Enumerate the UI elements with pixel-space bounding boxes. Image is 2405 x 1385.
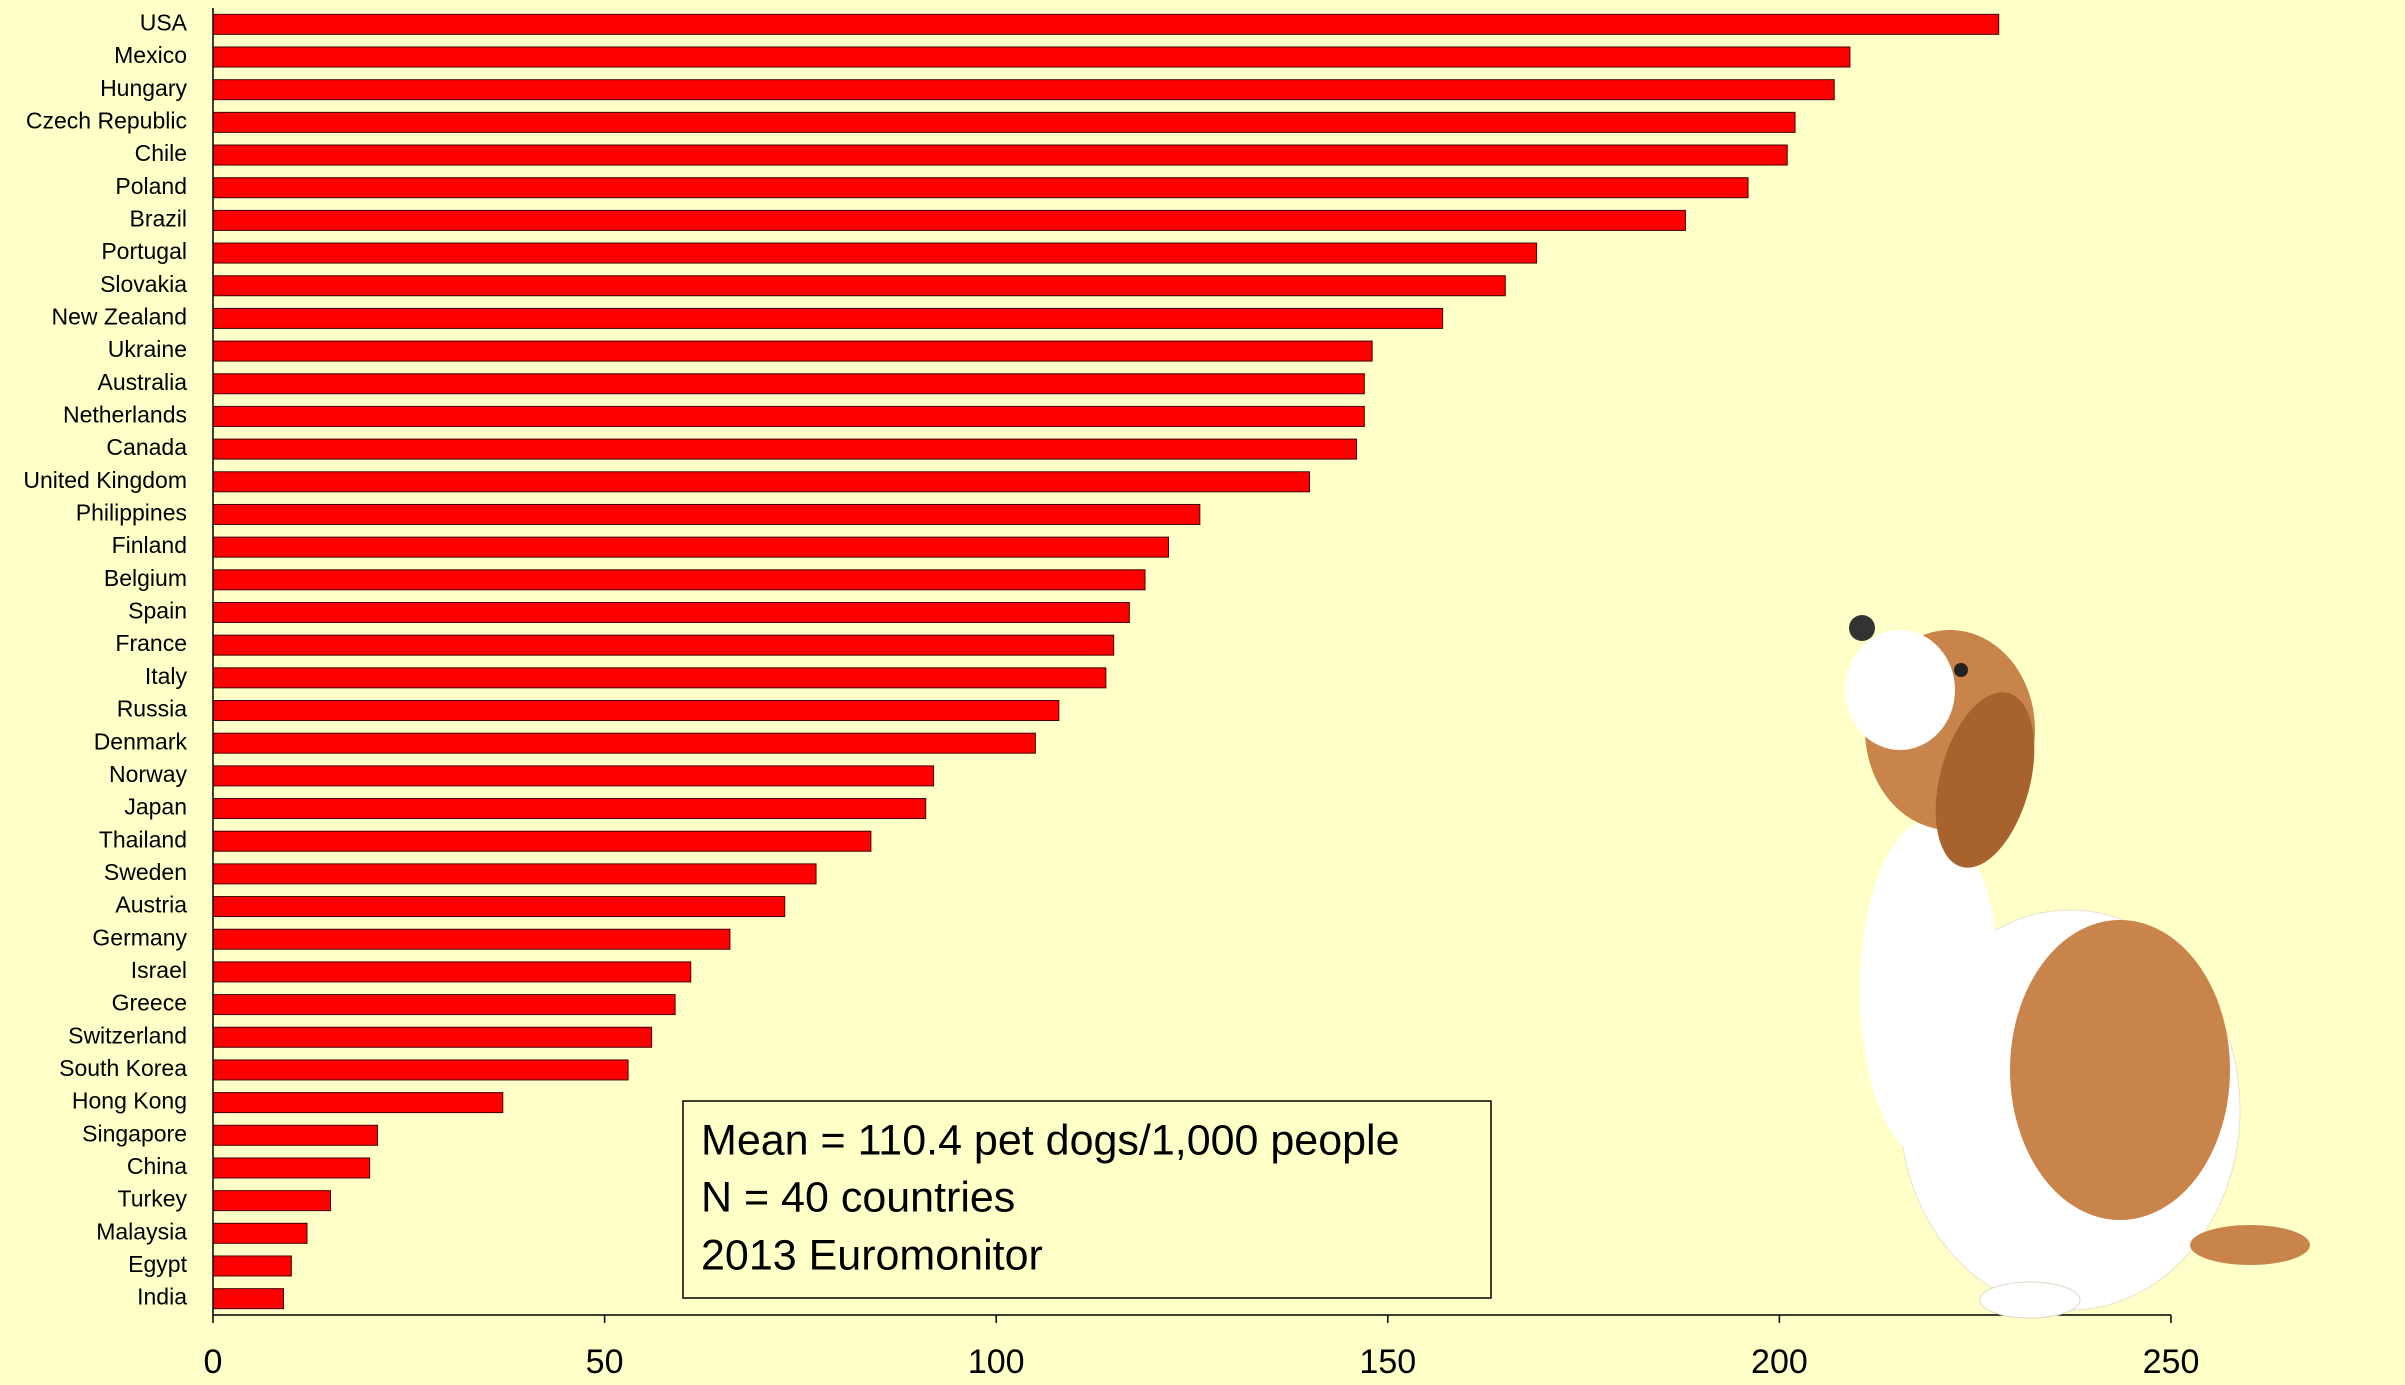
y-tick-label: Czech Republic: [26, 107, 187, 133]
y-tick-label: Philippines: [76, 500, 187, 526]
bar: [212, 569, 1146, 591]
bar: [212, 765, 935, 787]
bar: [212, 1222, 308, 1244]
y-tick-label: Thailand: [99, 826, 187, 852]
annotation-box: [682, 1100, 1492, 1299]
y-tick-label: Canada: [106, 434, 187, 460]
x-tick-label: 100: [968, 1343, 1025, 1381]
y-tick-label: Norway: [109, 761, 187, 787]
y-tick-label: Brazil: [129, 205, 187, 231]
x-tick-label: 50: [586, 1343, 624, 1381]
bar: [212, 471, 1310, 493]
bar: [212, 1288, 284, 1310]
y-tick-label: Denmark: [94, 728, 188, 754]
bar: [212, 1190, 331, 1212]
bar: [212, 1255, 292, 1277]
bar: [212, 928, 731, 950]
annotation: N = 40 countries: [701, 1173, 1015, 1221]
bar: [212, 307, 1444, 329]
y-tick-label: USA: [140, 9, 188, 35]
bar: [212, 209, 1686, 231]
x-tick-label: 150: [1359, 1343, 1416, 1381]
bar: [212, 46, 1851, 68]
y-tick-label: United Kingdom: [23, 467, 187, 493]
y-tick-label: Russia: [117, 696, 188, 722]
y-tick-label: Germany: [92, 924, 187, 950]
bar: [212, 994, 676, 1016]
y-tick-label: Portugal: [101, 238, 187, 264]
bar: [212, 1124, 378, 1146]
bar: [212, 373, 1365, 395]
y-tick-label: Netherlands: [63, 402, 187, 428]
bar: [212, 144, 1788, 166]
bar: [212, 896, 786, 918]
y-tick-label: France: [115, 630, 187, 656]
bar: [212, 1059, 629, 1081]
bar: [212, 503, 1201, 525]
bar: [212, 961, 692, 983]
y-tick-label: Belgium: [104, 565, 187, 591]
y-tick-label: New Zealand: [51, 303, 187, 329]
bar: [212, 601, 1130, 623]
y-tick-label: Italy: [145, 663, 188, 689]
y-tick-label: Greece: [112, 990, 187, 1016]
y-tick-label: Singapore: [82, 1120, 187, 1146]
bar: [212, 732, 1036, 754]
y-tick-label: Hungary: [100, 75, 187, 101]
bar: [212, 634, 1115, 656]
bar: [212, 177, 1749, 199]
bar: [212, 1157, 371, 1179]
bar: [212, 438, 1357, 460]
y-tick-label: Ukraine: [108, 336, 187, 362]
bar: [212, 700, 1060, 722]
y-tick-label: Turkey: [118, 1186, 188, 1212]
annotation: Mean = 110.4 pet dogs/1,000 people: [701, 1116, 1400, 1164]
dog-illustration: [1845, 615, 2310, 1319]
bar: [212, 111, 1796, 133]
bar: [212, 830, 872, 852]
y-tick-label: Poland: [115, 173, 187, 199]
x-tick-label: 0: [204, 1343, 223, 1381]
y-tick-label: Malaysia: [96, 1218, 187, 1244]
annotation: 2013 Euromonitor: [701, 1231, 1043, 1279]
y-tick-label: Sweden: [104, 859, 187, 885]
y-tick-label: Slovakia: [100, 271, 187, 297]
bar: [212, 79, 1835, 101]
y-tick-label: Australia: [98, 369, 188, 395]
x-tick-label: 200: [1751, 1343, 1808, 1381]
y-tick-label: Austria: [115, 892, 187, 918]
y-tick-label: India: [137, 1284, 187, 1310]
bar: [212, 863, 817, 885]
y-tick-label: Japan: [124, 794, 187, 820]
bar: [212, 340, 1373, 362]
bar: [212, 13, 2000, 35]
y-tick-label: Israel: [131, 957, 187, 983]
y-tick-label: Spain: [128, 598, 187, 624]
bar: [212, 242, 1538, 264]
y-tick-label: Egypt: [128, 1251, 187, 1277]
bar: [212, 275, 1506, 297]
y-tick-label: Switzerland: [68, 1022, 187, 1048]
y-tick-label: Mexico: [114, 42, 187, 68]
bar: [212, 405, 1365, 427]
bar: [212, 1092, 504, 1114]
y-tick-label: China: [127, 1153, 187, 1179]
y-tick-label: Finland: [112, 532, 187, 558]
bar: [212, 536, 1170, 558]
y-tick-label: South Korea: [59, 1055, 187, 1081]
bar: [212, 667, 1107, 689]
y-tick-label: Chile: [135, 140, 187, 166]
x-tick-label: 250: [2143, 1343, 2200, 1381]
y-tick-label: Hong Kong: [72, 1088, 187, 1114]
bar: [212, 798, 927, 820]
bar: [212, 1026, 653, 1048]
